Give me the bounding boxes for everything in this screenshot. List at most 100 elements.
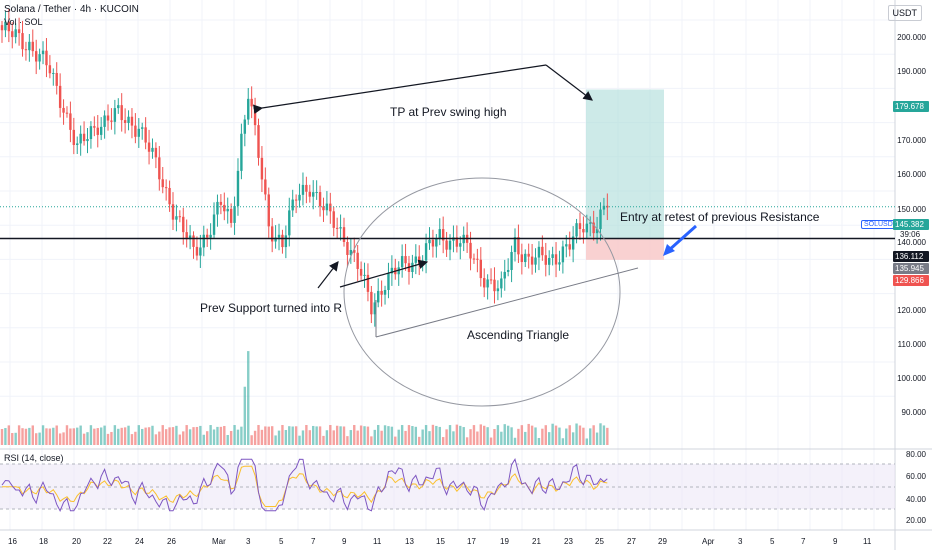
volume-bar [469,429,472,445]
x-tick: 29 [658,537,667,546]
candle-body [318,192,322,207]
x-tick: 22 [103,537,112,546]
x-tick: 18 [39,537,48,546]
volume-bar [459,425,462,445]
volume-bar [585,438,589,445]
x-tick: 23 [564,537,573,546]
candle-body [106,115,110,121]
volume-bar [544,425,547,445]
candle-body [113,108,117,122]
volume-bar [599,423,602,445]
volume-bar [89,425,93,445]
candle-body [45,50,48,66]
candle-body [551,254,554,258]
candle-body [28,41,31,51]
support-annotation[interactable]: Prev Support turned into R [200,301,343,315]
volume-bar [561,438,565,445]
rsi-line [1,458,608,512]
tp-annotation[interactable]: TP at Prev swing high [390,105,507,119]
candle-body [260,157,264,180]
candle-body [103,115,106,127]
x-tick: 9 [833,537,838,546]
candle-body [141,127,144,129]
volume-bar [479,424,482,445]
volume-bar [414,426,418,445]
y-tick: 190.000 [897,67,926,76]
volume-bar [513,437,517,445]
volume-bar [530,425,534,445]
volume-bar [171,427,175,445]
volume-bar [69,428,72,445]
volume-bar [318,426,322,445]
candle-body [472,258,476,260]
volume-bar [134,431,137,445]
entry-pointer-head [663,244,675,256]
volume-bar [438,426,441,445]
rsi-tick: 20.00 [905,516,926,525]
volume-bar [250,435,253,445]
volume-bar [168,427,171,445]
candle-body [253,106,257,126]
candle-body [277,234,281,238]
candle-body [38,54,41,62]
volume-bar [424,425,428,445]
volume-bar [76,427,79,445]
candle-body [161,179,164,188]
volume-bar [342,426,346,445]
x-tick: Apr [702,537,715,546]
volume-bar [65,425,69,445]
volume-bar [17,425,21,445]
candle-body [171,204,175,220]
volume-bar [448,425,452,445]
volume-bar [233,425,236,445]
y-tick: 140.000 [897,238,926,247]
candle-body [267,194,270,227]
candle-body [223,204,226,212]
candle-body [565,244,568,247]
candle-body [117,105,120,109]
volume-bar [216,426,219,445]
x-tick: 3 [246,537,251,546]
candle-body [339,227,342,229]
y-tick: 110.000 [897,340,926,349]
volume-bar [527,423,530,445]
rsi-tick: 80.00 [905,450,926,459]
candle-body [308,191,311,197]
volume-bar [123,427,127,445]
volume-bar [260,429,264,445]
candle-body [534,257,537,265]
volume-bar [373,429,376,445]
candle-body [147,142,151,152]
candle-body [582,229,585,233]
candle-body [479,259,482,279]
candle-body [55,72,58,86]
candle-body [301,184,305,195]
candle-body [383,289,387,295]
entry-annotation[interactable]: Entry at retest of previous Resistance [620,210,820,224]
volume-bar [277,430,281,445]
candle-body [58,85,62,108]
candle-body [353,249,356,253]
triangle-annotation[interactable]: Ascending Triangle [467,328,570,342]
currency-button[interactable]: USDT [887,5,922,21]
volume-bar [312,425,315,445]
volume-bar [141,428,144,445]
volume-bar [267,426,270,445]
candle-body [247,98,250,120]
candle-body [342,227,346,243]
volume-bar [305,425,308,445]
y-tick: 90.000 [901,408,926,417]
candle-body [489,279,493,281]
volume-bar [370,436,373,445]
volume-bar [288,426,291,445]
volume-bar [144,427,147,445]
volume-bar [86,432,89,445]
volume-bar [554,425,558,445]
volume-bar [0,429,4,445]
volume-bar [606,427,609,445]
volume-bar [117,428,120,445]
candle-body [332,211,335,228]
candle-body [144,127,147,143]
